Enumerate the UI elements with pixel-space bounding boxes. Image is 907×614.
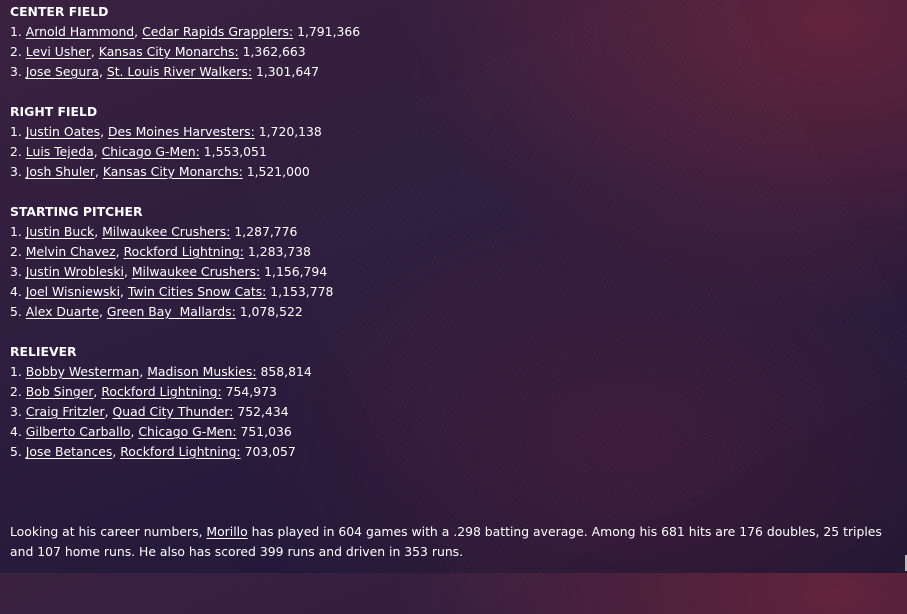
rank: 3. [10, 164, 22, 179]
team-link[interactable]: Rockford Lightning: [123, 244, 244, 259]
list-item: 3. Craig Fritzler, Quad City Thunder: 75… [10, 404, 289, 419]
rank: 3. [10, 64, 22, 79]
salary-leaders-list: CENTER FIELD 1. Arnold Hammond, Cedar Ra… [10, 2, 897, 462]
salary-value: 1,156,794 [264, 264, 328, 279]
rank: 2. [10, 384, 22, 399]
team-link[interactable]: Cedar Rapids Grapplers: [142, 24, 294, 39]
player-link[interactable]: Justin Oates [25, 124, 101, 139]
section-title: RELIEVER [10, 344, 77, 359]
player-link[interactable]: Levi Usher [25, 44, 91, 59]
team-link[interactable]: Chicago G-Men: [101, 144, 200, 159]
list-item: 5. Alex Duarte, Green Bay Mallards: 1,07… [10, 304, 303, 319]
player-link[interactable]: Joel Wisniewski [25, 284, 121, 299]
player-link[interactable]: Jose Betances [25, 444, 113, 459]
rank: 2. [10, 144, 22, 159]
team-link[interactable]: Madison Muskies: [147, 364, 257, 379]
rank: 4. [10, 424, 22, 439]
team-link[interactable]: Rockford Lightning: [101, 384, 222, 399]
player-link[interactable]: Alex Duarte [25, 304, 99, 319]
rank: 1. [10, 364, 22, 379]
section-title: RIGHT FIELD [10, 104, 98, 119]
player-link[interactable]: Melvin Chavez [25, 244, 116, 259]
summary-text-after: has played in 604 games with a .298 batt… [10, 524, 882, 559]
career-summary: Looking at his career numbers, Morillo h… [10, 522, 890, 562]
player-link[interactable]: Craig Fritzler [25, 404, 105, 419]
list-item: 2. Bob Singer, Rockford Lightning: 754,9… [10, 384, 277, 399]
section-starting-pitcher: STARTING PITCHER 1. Justin Buck, Milwauk… [10, 202, 897, 322]
rank: 5. [10, 444, 22, 459]
rank: 1. [10, 124, 22, 139]
team-link[interactable]: Kansas City Monarchs: [102, 164, 243, 179]
rank: 1. [10, 224, 22, 239]
list-item: 4. Gilberto Carballo, Chicago G-Men: 751… [10, 424, 292, 439]
section-center-field: CENTER FIELD 1. Arnold Hammond, Cedar Ra… [10, 2, 897, 82]
player-link[interactable]: Jose Segura [25, 64, 99, 79]
list-item: 2. Levi Usher, Kansas City Monarchs: 1,3… [10, 44, 306, 59]
salary-value: 754,973 [225, 384, 277, 399]
list-item: 3. Josh Shuler, Kansas City Monarchs: 1,… [10, 164, 310, 179]
player-link[interactable]: Gilberto Carballo [25, 424, 131, 439]
scroll-edge-marker [901, 555, 907, 571]
player-link[interactable]: Bob Singer [25, 384, 94, 399]
salary-value: 1,791,366 [297, 24, 361, 39]
team-link[interactable]: St. Louis River Walkers: [106, 64, 252, 79]
rank: 2. [10, 44, 22, 59]
salary-value: 1,078,522 [239, 304, 303, 319]
list-item: 5. Jose Betances, Rockford Lightning: 70… [10, 444, 296, 459]
section-title: STARTING PITCHER [10, 204, 143, 219]
player-link[interactable]: Bobby Westerman [25, 364, 140, 379]
rank: 3. [10, 264, 22, 279]
salary-value: 1,362,663 [242, 44, 306, 59]
team-link[interactable]: Green Bay Mallards: [106, 304, 236, 319]
team-link[interactable]: Chicago G-Men: [138, 424, 237, 439]
rank: 2. [10, 244, 22, 259]
player-link[interactable]: Justin Buck [25, 224, 95, 239]
salary-value: 703,057 [244, 444, 296, 459]
list-item: 1. Arnold Hammond, Cedar Rapids Grappler… [10, 24, 361, 39]
list-item: 2. Melvin Chavez, Rockford Lightning: 1,… [10, 244, 311, 259]
summary-text-before: Looking at his career numbers, [10, 524, 207, 539]
player-link[interactable]: Arnold Hammond [25, 24, 135, 39]
salary-value: 1,301,647 [255, 64, 320, 79]
team-link[interactable]: Milwaukee Crushers: [131, 264, 261, 279]
section-spacer [10, 82, 897, 102]
player-link[interactable]: Luis Tejeda [25, 144, 94, 159]
rank: 4. [10, 284, 22, 299]
list-item: 1. Bobby Westerman, Madison Muskies: 858… [10, 364, 312, 379]
player-link[interactable]: Morillo [206, 524, 248, 539]
team-link[interactable]: Milwaukee Crushers: [102, 224, 231, 239]
section-spacer [10, 182, 897, 202]
team-link[interactable]: Twin Cities Snow Cats: [127, 284, 267, 299]
list-item: 1. Justin Oates, Des Moines Harvesters: … [10, 124, 322, 139]
section-spacer [10, 322, 897, 342]
list-item: 1. Justin Buck, Milwaukee Crushers: 1,28… [10, 224, 298, 239]
salary-value: 858,814 [260, 364, 312, 379]
salary-value: 752,434 [237, 404, 289, 419]
rank: 5. [10, 304, 22, 319]
team-link[interactable]: Quad City Thunder: [112, 404, 234, 419]
salary-value: 1,553,051 [203, 144, 267, 159]
list-item: 3. Justin Wrobleski, Milwaukee Crushers:… [10, 264, 328, 279]
salary-value: 1,521,000 [246, 164, 310, 179]
section-reliever: RELIEVER 1. Bobby Westerman, Madison Mus… [10, 342, 897, 462]
salary-value: 1,720,138 [258, 124, 322, 139]
list-item: 3. Jose Segura, St. Louis River Walkers:… [10, 64, 320, 79]
salary-value: 1,153,778 [270, 284, 334, 299]
list-item: 2. Luis Tejeda, Chicago G-Men: 1,553,051 [10, 144, 267, 159]
team-link[interactable]: Des Moines Harvesters: [108, 124, 255, 139]
rank: 1. [10, 24, 22, 39]
team-link[interactable]: Kansas City Monarchs: [98, 44, 239, 59]
salary-value: 751,036 [240, 424, 292, 439]
section-right-field: RIGHT FIELD 1. Justin Oates, Des Moines … [10, 102, 897, 182]
list-item: 4. Joel Wisniewski, Twin Cities Snow Cat… [10, 284, 334, 299]
salary-value: 1,287,776 [234, 224, 298, 239]
section-title: CENTER FIELD [10, 4, 109, 19]
salary-value: 1,283,738 [247, 244, 311, 259]
rank: 3. [10, 404, 22, 419]
team-link[interactable]: Rockford Lightning: [120, 444, 241, 459]
player-link[interactable]: Justin Wrobleski [25, 264, 124, 279]
player-link[interactable]: Josh Shuler [25, 164, 95, 179]
